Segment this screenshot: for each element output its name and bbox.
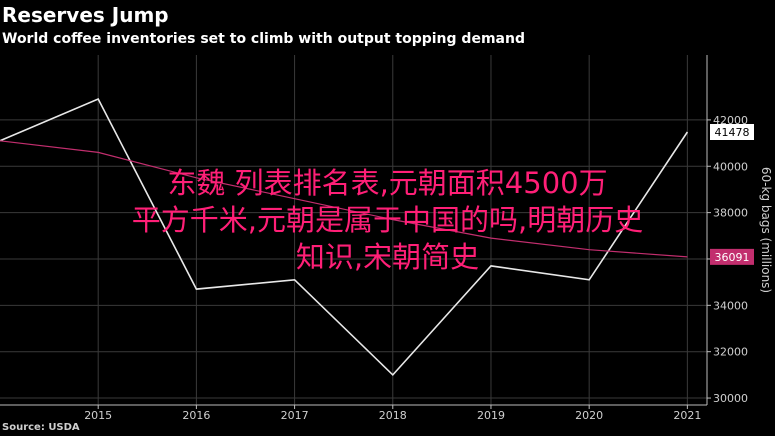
- series-line-2: [0, 140, 688, 258]
- y-tick-label: 32000: [713, 346, 748, 359]
- y-tick-label: 42000: [713, 114, 748, 127]
- y-tick-label: 30000: [713, 392, 748, 405]
- series-line-1: [0, 97, 689, 377]
- y-tick-label: 40000: [713, 160, 748, 173]
- overlay-text: 东魏 列表排名表,元朝面积4500万 平方千米,元朝是属于中国的吗,明朝历史 知…: [0, 165, 775, 276]
- y-tick-label: 34000: [713, 299, 748, 312]
- overlay-line-3: 知识,宋朝简史: [295, 240, 480, 274]
- overlay-line-1: 东魏 列表排名表,元朝面积4500万: [167, 166, 608, 200]
- x-tick-label: 2017: [281, 409, 309, 422]
- x-tick-label: 2016: [182, 409, 210, 422]
- end-value-badge-2: [710, 248, 754, 265]
- x-tick-label: 2021: [673, 409, 701, 422]
- chart-title: Reserves Jump: [2, 3, 169, 27]
- end-value-label-1: 41478: [715, 126, 750, 139]
- x-tick-label: 2019: [477, 409, 505, 422]
- chart-subtitle: World coffee inventories set to climb wi…: [2, 31, 525, 47]
- end-value-badge-1: [710, 124, 754, 140]
- y-tick-label: 38000: [713, 207, 748, 220]
- x-tick-label: 2018: [379, 409, 407, 422]
- overlay-line-2: 平方千米,元朝是属于中国的吗,明朝历史: [131, 203, 644, 237]
- x-tick-label: 2015: [84, 409, 112, 422]
- y-axis-label: 60-kg bags (millions): [759, 167, 773, 293]
- end-value-label-2: 36091: [715, 251, 750, 264]
- source-note: Source: USDA: [2, 422, 80, 433]
- x-tick-label: 2020: [575, 409, 603, 422]
